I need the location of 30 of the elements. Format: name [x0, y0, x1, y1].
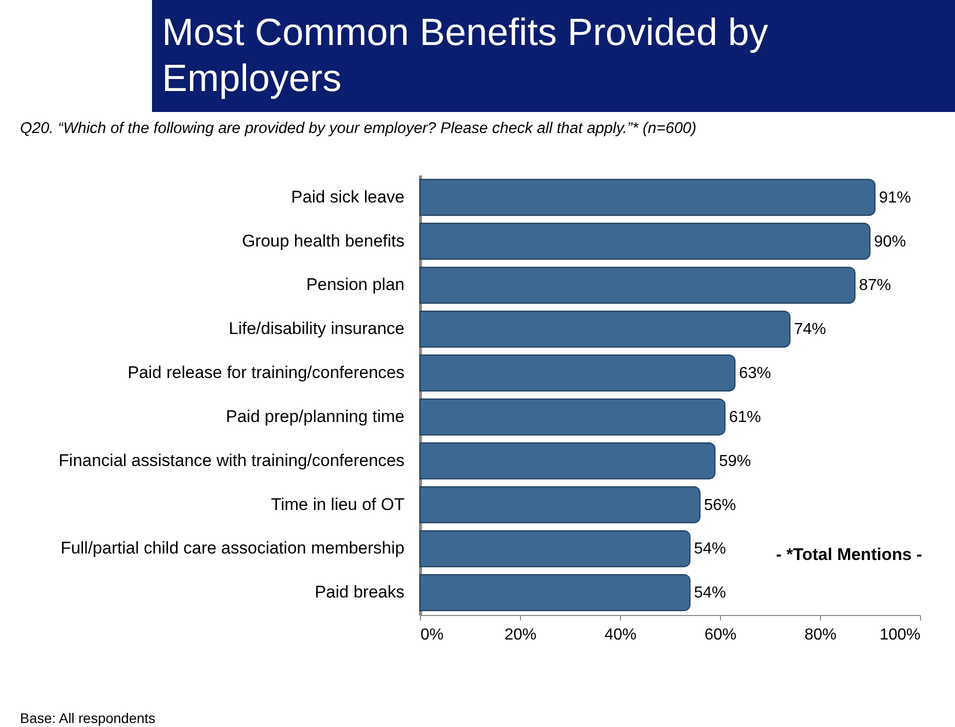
data-label: 54%	[694, 584, 726, 602]
x-tick-label: 0%	[420, 626, 444, 644]
data-label: 59%	[719, 452, 752, 470]
annotation: - *Total Mentions -	[776, 545, 922, 565]
chart-subtitle: Q20. “Which of the following are provided by your employer? Please check all that apply.”* (n=600)	[20, 120, 696, 138]
y-tick-label: Group health benefits	[242, 231, 404, 250]
x-tick-label: 80%	[804, 626, 837, 644]
y-tick-label: Time in lieu of OT	[270, 494, 404, 514]
data-label: 54%	[694, 540, 726, 558]
x-tick-label: 60%	[704, 626, 737, 644]
x-tick-label: 100%	[880, 626, 920, 644]
data-label: 91%	[879, 189, 912, 206]
y-tick-label: Life/disability insurance	[228, 319, 404, 338]
data-label: 56%	[704, 496, 736, 514]
data-label: 74%	[794, 321, 826, 338]
text: Base: All respondents	[20, 710, 156, 726]
y-tick-label: Full/partial child care association membership	[60, 538, 404, 558]
y-tick-label: Pension plan	[306, 275, 404, 294]
data-label: 87%	[859, 277, 892, 294]
chart-title: Most Common Benefits Provided by Employers	[152, 0, 955, 112]
y-tick-label: Financial assistance with training/conferences	[58, 450, 404, 470]
y-tick-label: Paid release for training/conferences	[128, 363, 404, 382]
data-label: 61%	[729, 408, 762, 426]
y-tick-label: Paid breaks	[314, 582, 404, 602]
y-tick-label: Paid sick leave	[291, 187, 404, 206]
data-label: 63%	[739, 365, 772, 382]
y-tick-label: Paid prep/planning time	[226, 406, 404, 426]
data-label: 90%	[874, 233, 906, 250]
x-tick-label: 20%	[504, 626, 537, 644]
x-tick-label: 40%	[604, 626, 637, 644]
